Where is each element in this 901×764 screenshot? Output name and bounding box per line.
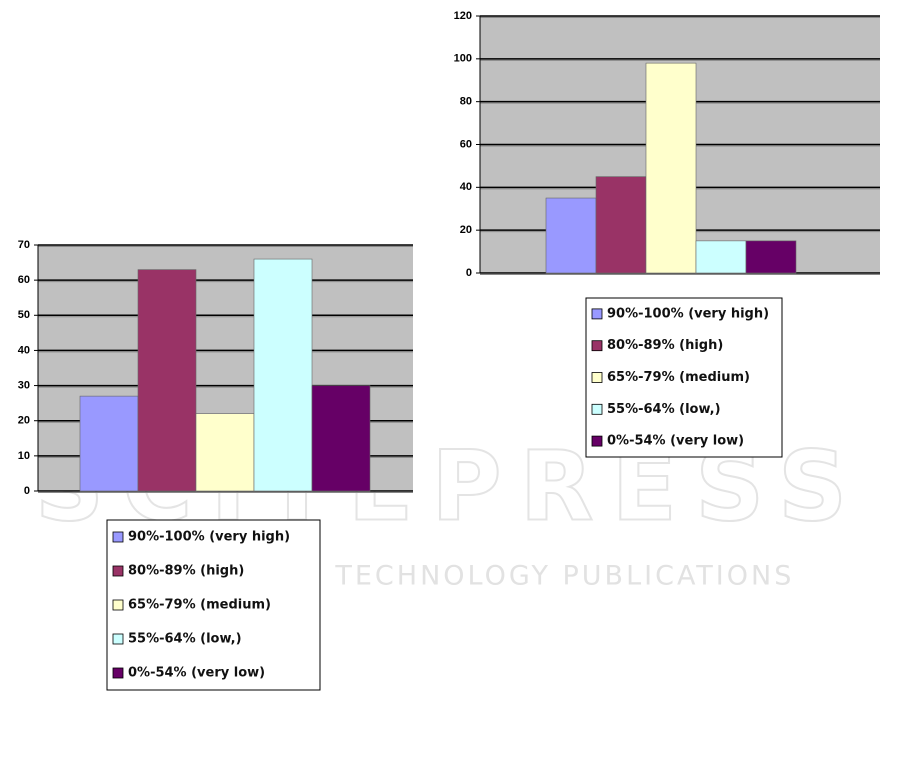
y-tick-label: 30 [18, 379, 30, 391]
bar [311, 385, 371, 492]
legend-swatch [112, 667, 124, 679]
legend-swatch [112, 599, 124, 611]
y-tick-label: 40 [460, 181, 472, 193]
y-tick-label: 60 [460, 138, 472, 150]
legend-swatch [112, 531, 124, 543]
y-tick-label: 100 [454, 53, 472, 65]
bar [595, 176, 647, 274]
bar [745, 240, 797, 274]
bar [545, 197, 597, 274]
legend-label: 80%-89% (high) [607, 338, 723, 353]
legend-box [585, 297, 783, 458]
bar [137, 269, 197, 492]
legend-swatch [591, 403, 603, 415]
y-tick-label: 80 [460, 96, 472, 108]
legend-label: 0%-54% (very low) [607, 434, 744, 449]
y-tick-label: 20 [460, 224, 472, 236]
y-tick-label: 0 [466, 267, 472, 279]
bar [645, 62, 697, 274]
legend-label: 55%-64% (low,) [607, 402, 721, 417]
legend-swatch [591, 435, 603, 447]
y-tick-label: 20 [18, 415, 30, 427]
legend-label: 65%-79% (medium) [607, 370, 750, 385]
y-tick-label: 120 [454, 10, 472, 22]
legend-swatch [591, 308, 603, 320]
bar [253, 258, 313, 492]
legend-label: 80%-89% (high) [128, 564, 244, 579]
bar [695, 240, 747, 274]
y-tick-label: 70 [18, 239, 30, 251]
y-tick-label: 0 [24, 485, 30, 497]
y-tick-label: 10 [18, 450, 30, 462]
legend-swatch [591, 372, 603, 383]
legend-label: 0%-54% (very low) [128, 666, 265, 681]
legend-swatch [112, 633, 124, 645]
legend-swatch [591, 340, 603, 352]
legend-label: 90%-100% (very high) [128, 530, 290, 545]
bar [79, 395, 139, 492]
legend-label: 55%-64% (low,) [128, 632, 242, 647]
y-tick-label: 60 [18, 274, 30, 286]
legend-swatch [112, 565, 124, 577]
legend-label: 65%-79% (medium) [128, 598, 271, 613]
bar [195, 413, 255, 492]
legend-label: 90%-100% (very high) [607, 306, 769, 321]
y-tick-label: 50 [18, 309, 30, 321]
legend-box [106, 519, 321, 691]
y-tick-label: 40 [18, 344, 30, 356]
